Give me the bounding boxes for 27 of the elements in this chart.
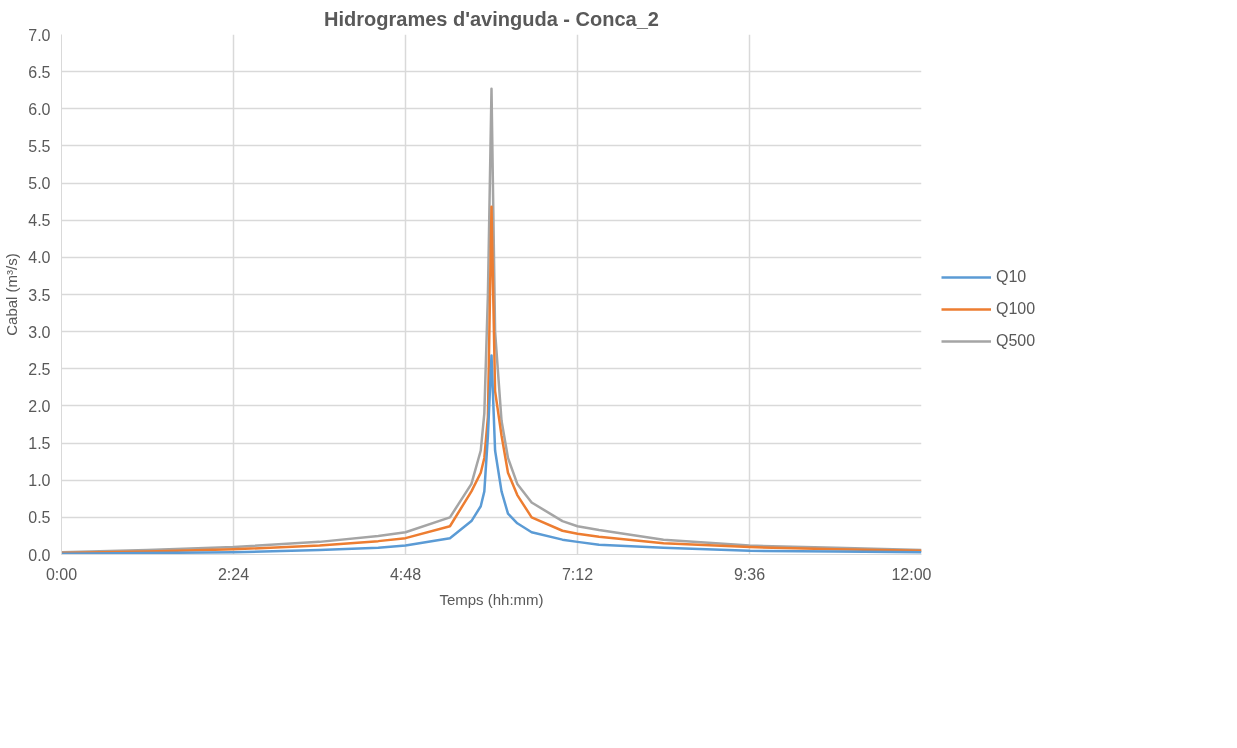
y-tick-label: 4.5 (28, 212, 51, 230)
legend-label: Q10 (996, 268, 1027, 286)
y-tick-label: 7.0 (28, 26, 51, 44)
x-tick-label: 0:00 (45, 565, 78, 583)
y-tick-label: 2.0 (28, 397, 51, 415)
y-tick-label: 0.0 (28, 546, 51, 564)
chart-title: Hidrogrames d'avinguda - Conca_2 (324, 7, 659, 30)
y-tick-label: 0.5 (28, 509, 51, 527)
y-tick-label: 2.5 (28, 360, 51, 378)
y-tick-label: 1.0 (28, 472, 51, 490)
y-tick-label: 6.0 (28, 100, 51, 118)
x-tick-label: 4:48 (389, 565, 422, 583)
y-tick-label: 6.5 (28, 63, 51, 81)
y-tick-label: 5.0 (28, 175, 51, 193)
x-axis-title: Temps (hh:mm) (439, 590, 544, 608)
y-tick-label: 4.0 (28, 249, 51, 267)
y-tick-label: 3.0 (28, 323, 51, 341)
x-tick-label: 12:00 (891, 565, 932, 583)
x-tick-label: 7:12 (561, 565, 594, 583)
legend-label: Q500 (996, 332, 1036, 350)
x-tick-label: 9:36 (733, 565, 766, 583)
legend-label: Q100 (996, 300, 1036, 318)
y-tick-label: 1.5 (28, 435, 51, 453)
x-tick-label: 2:24 (217, 565, 250, 583)
y-tick-label: 3.5 (28, 286, 51, 304)
y-axis-title: Cabal (m³/s) (3, 253, 21, 336)
y-tick-label: 5.5 (28, 137, 51, 155)
